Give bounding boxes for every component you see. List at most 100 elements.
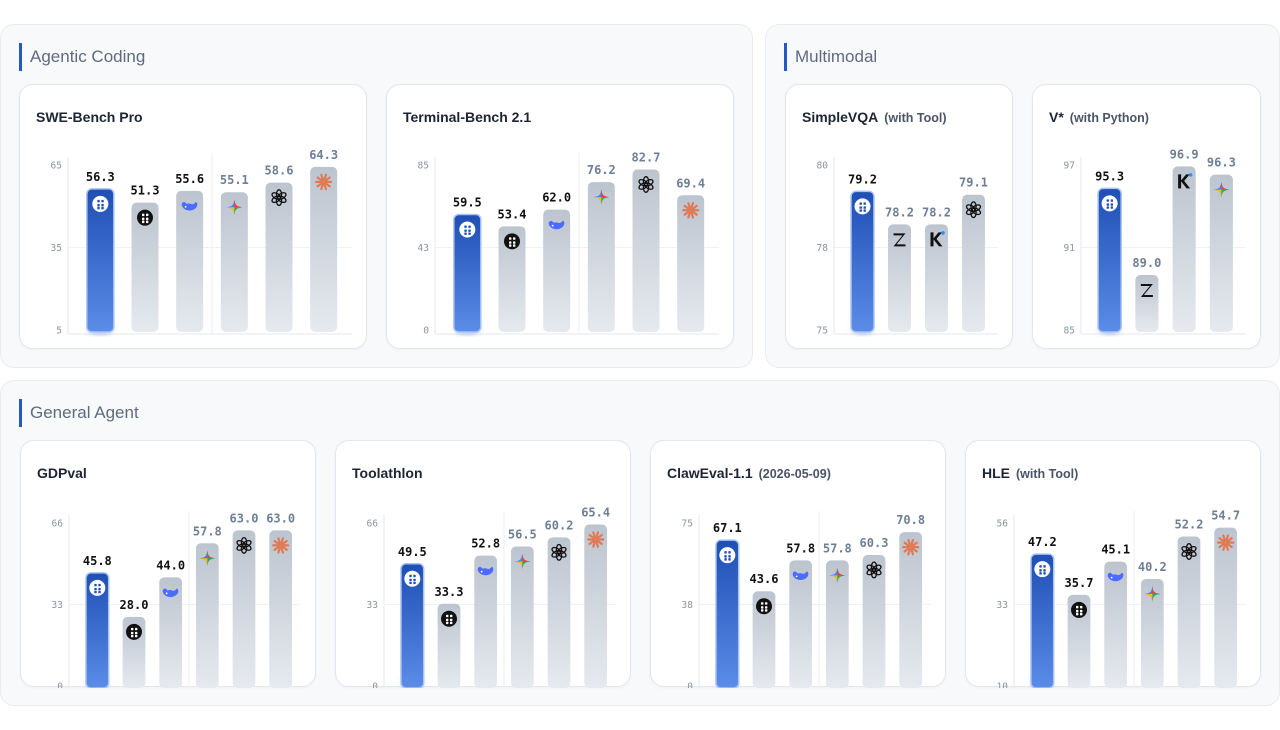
bar-value-label: 76.2	[587, 163, 616, 177]
bar	[474, 555, 498, 688]
openai-knot-icon	[965, 201, 982, 219]
bar	[752, 591, 776, 688]
grid-logo-icon	[126, 623, 142, 640]
openai-knot-icon	[551, 543, 567, 561]
whale-icon	[477, 566, 494, 576]
bar-value-label: 56.3	[86, 170, 115, 184]
chart-title: SWE-Bench Pro	[36, 109, 149, 125]
openai-knot-icon	[866, 561, 882, 579]
bar-highlight	[850, 190, 875, 333]
bar	[195, 543, 219, 688]
bar	[269, 530, 293, 688]
bar-highlight	[86, 188, 115, 333]
y-tick-label: 75	[682, 519, 693, 530]
openai-knot-icon	[236, 536, 252, 554]
chart-card-toolathlon: Toolathlon 66 33 0 49.5 33.3 52.8 56.5 60.2 65.4	[335, 440, 631, 688]
bar-value-label: 57.8	[193, 524, 222, 538]
y-tick-label: 0	[57, 682, 63, 689]
whale-icon	[792, 571, 809, 581]
bar	[888, 224, 911, 332]
y-tick-label: 10	[997, 682, 1009, 689]
bar	[1140, 578, 1164, 688]
bar	[899, 532, 923, 688]
chart-subtitle: (2026-05-09)	[758, 467, 831, 481]
bar	[547, 537, 571, 688]
bar-value-label: 63.0	[230, 511, 259, 525]
y-tick-label: 80	[817, 161, 829, 172]
bar-value-label: 79.2	[848, 172, 877, 186]
bar	[587, 182, 615, 332]
y-tick-label: 66	[52, 519, 64, 530]
chart-card-gdpval: GDPval 66 33 0 45.8 28.0 44.0 57.8 63.0 63.0	[20, 440, 316, 689]
claude-burst-icon	[272, 537, 290, 554]
bar-value-label: 60.2	[545, 518, 574, 532]
y-tick-label: 5	[56, 326, 62, 337]
chart-title-text: ClawEval-1.1	[667, 465, 753, 481]
chart-title-text: Toolathlon	[352, 465, 423, 481]
section-title: Multimodal	[784, 43, 877, 71]
bar	[1067, 594, 1091, 688]
chart-card-hle: HLE (with Tool) 56 33 10 47.2 35.7 45.1 40.2 52.…	[965, 440, 1261, 689]
bar-value-label: 55.6	[175, 172, 204, 186]
bar-chart: 65 35 5 56.3 51.3 55.6 55.1 58.6 64.3	[51, 148, 352, 337]
bar-value-label: 57.8	[786, 541, 815, 555]
bar-value-label: 33.3	[435, 585, 464, 599]
bar	[159, 577, 183, 688]
bar	[825, 560, 849, 688]
k-logo-icon	[930, 231, 945, 247]
z-logo-icon	[893, 233, 906, 247]
bar	[1104, 561, 1128, 688]
bar	[862, 554, 886, 688]
bar-chart: 75 38 0 67.1 43.6 57.8 57.8 60.3 70.8	[682, 511, 931, 688]
chart-card-v-star: V* (with Python) 97 91 85 95.3 89.0 96.9 96.3	[1032, 84, 1261, 349]
bar	[1209, 174, 1233, 332]
y-tick-label: 35	[51, 243, 62, 254]
chart-title: V* (with Python)	[1049, 109, 1149, 125]
bar-value-label: 53.4	[498, 207, 527, 221]
chart-card-swe-bench-pro: SWE-Bench Pro 65 35 5 56.3 51.3 55.6 55.1 58.6 6…	[19, 84, 367, 349]
bar-value-label: 63.0	[266, 511, 295, 525]
bar-value-label: 95.3	[1095, 169, 1124, 183]
bar-highlight	[1097, 187, 1122, 333]
bar-value-label: 55.1	[220, 173, 249, 187]
bar-value-label: 96.3	[1207, 156, 1236, 170]
claude-burst-icon	[315, 173, 333, 191]
bar-value-label: 51.3	[131, 184, 160, 198]
highlight-model-icon	[92, 195, 109, 212]
bar-value-label: 35.7	[1065, 576, 1094, 590]
chart-title: ClawEval-1.1 (2026-05-09)	[667, 465, 831, 481]
bar	[543, 209, 571, 332]
y-tick-label: 43	[418, 243, 429, 254]
y-tick-label: 0	[423, 326, 429, 337]
bar-value-label: 65.4	[581, 505, 610, 519]
y-tick-label: 97	[1064, 161, 1075, 172]
section-title: General Agent	[19, 399, 139, 427]
bar-chart: 66 33 0 49.5 33.3 52.8 56.5 60.2 65.4	[367, 505, 616, 688]
bar-value-label: 52.8	[471, 537, 500, 551]
section-title: Agentic Coding	[19, 43, 145, 71]
bar-value-label: 54.7	[1211, 509, 1240, 523]
bar	[131, 202, 159, 332]
bar-highlight	[715, 539, 740, 688]
bar-value-label: 70.8	[896, 513, 925, 527]
chart-title-text: GDPval	[37, 465, 87, 481]
bar-value-label: 60.3	[860, 536, 889, 550]
bar-value-label: 67.1	[713, 521, 742, 535]
highlight-model-icon	[854, 198, 871, 215]
bar	[584, 524, 608, 688]
grid-logo-icon	[504, 233, 520, 250]
highlight-model-icon	[89, 579, 106, 596]
highlight-model-icon	[719, 547, 736, 564]
bar-value-label: 96.9	[1170, 147, 1199, 161]
bar-value-label: 44.0	[156, 558, 185, 572]
chart-title-text: V*	[1049, 109, 1064, 125]
bar-value-label: 47.2	[1028, 535, 1057, 549]
bar	[437, 603, 461, 688]
bar-highlight	[85, 572, 110, 688]
gemini-star-icon	[1144, 585, 1161, 602]
whale-icon	[548, 220, 565, 230]
bar-value-label: 78.2	[885, 205, 914, 219]
y-tick-label: 78	[817, 243, 829, 254]
bar-chart: 66 33 0 45.8 28.0 44.0 57.8 63.0 63.0	[52, 511, 301, 689]
chart-title: SimpleVQA (with Tool)	[802, 109, 947, 125]
